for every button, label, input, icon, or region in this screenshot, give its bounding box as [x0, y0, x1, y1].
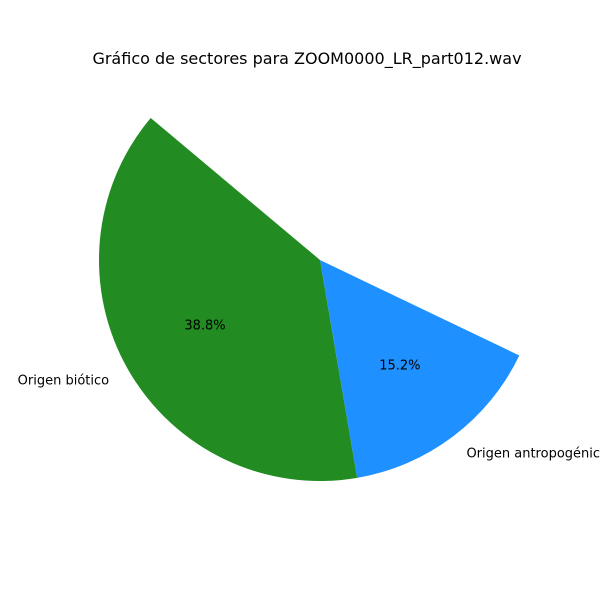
pie-category-label-1: Origen antropogénico: [466, 447, 600, 462]
pie-category-label-0: Origen biótico: [18, 373, 109, 388]
slices-layer: [98, 117, 520, 481]
pie-slice-1: [320, 260, 520, 478]
pie-percent-label-0: 38.8%: [184, 318, 225, 333]
labels-layer: 38.8% Origen biótico 15.2% Origen antropogé…: [18, 318, 600, 461]
chart-title: Gráfico de sectores para ZOOM0000_LR_par…: [92, 49, 521, 69]
pie-slice-0: [98, 117, 358, 481]
pie-percent-label-1: 15.2%: [379, 358, 420, 373]
